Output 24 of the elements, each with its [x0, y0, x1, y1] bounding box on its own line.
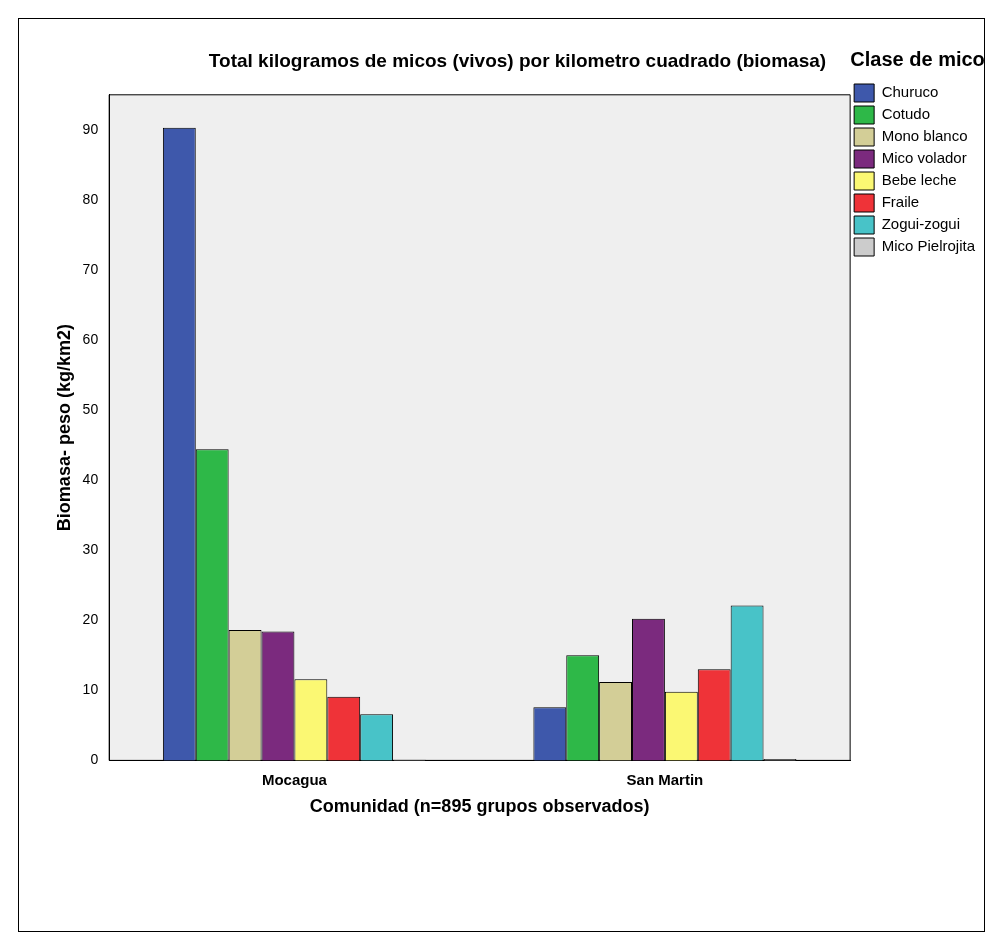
y-tick-label: 40 — [82, 471, 99, 488]
y-tick-label: 80 — [82, 190, 99, 207]
legend-label: Zogui-zogui — [881, 215, 961, 233]
legend-label: Bebe leche — [881, 171, 957, 189]
legend-label: Mono blanco — [881, 127, 968, 145]
y-tick-label: 60 — [82, 330, 99, 347]
legend-label: Churuco — [881, 83, 939, 101]
y-tick-label: 90 — [82, 120, 99, 137]
y-tick-label: 10 — [82, 681, 99, 698]
legend-title: Clase de mico — [850, 47, 985, 70]
legend-label: Mico Pielrojita — [881, 237, 976, 255]
x-tick-label: Mocagua — [261, 770, 328, 788]
y-tick-label: 30 — [82, 541, 99, 558]
x-axis-title: Comunidad (n=895 grupos observados) — [309, 796, 650, 817]
y-tick-label: 50 — [82, 400, 99, 417]
legend-label: Fraile — [881, 193, 920, 211]
y-tick-label: 70 — [82, 260, 99, 277]
chart-title: Total kilogramos de micos (vivos) por kilometro cuadrado (biomasa) — [208, 49, 827, 71]
y-axis-title: Biomasa- peso (kg/km2) — [53, 324, 74, 532]
legend-label: Mico volador — [881, 149, 967, 167]
y-tick-label: 20 — [82, 611, 99, 628]
x-tick-label: San Martin — [626, 770, 704, 788]
y-tick-label: 0 — [90, 751, 99, 768]
legend-label: Cotudo — [881, 105, 931, 123]
